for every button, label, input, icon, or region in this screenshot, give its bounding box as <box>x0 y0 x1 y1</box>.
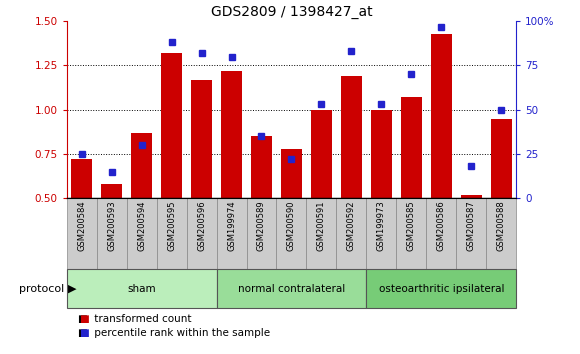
Text: GSM200584: GSM200584 <box>77 200 86 251</box>
Bar <box>371 110 392 198</box>
Text: GSM200594: GSM200594 <box>137 200 146 251</box>
Bar <box>396 198 426 269</box>
Text: sham: sham <box>127 284 156 293</box>
Text: normal contralateral: normal contralateral <box>238 284 345 293</box>
Bar <box>367 269 516 308</box>
Text: ■  percentile rank within the sample: ■ percentile rank within the sample <box>78 328 270 338</box>
Bar <box>71 159 92 198</box>
Text: GSM199974: GSM199974 <box>227 200 236 251</box>
Bar <box>461 195 482 198</box>
Text: GSM200591: GSM200591 <box>317 200 326 251</box>
Bar <box>426 198 456 269</box>
Bar <box>157 198 187 269</box>
Text: GSM200595: GSM200595 <box>167 200 176 251</box>
Text: GSM200596: GSM200596 <box>197 200 206 251</box>
Bar <box>216 269 367 308</box>
Text: ■: ■ <box>79 328 89 338</box>
Title: GDS2809 / 1398427_at: GDS2809 / 1398427_at <box>211 5 372 19</box>
Bar <box>306 198 336 269</box>
Bar <box>456 198 486 269</box>
Bar <box>491 119 512 198</box>
Text: protocol: protocol <box>19 284 64 293</box>
Bar <box>311 110 332 198</box>
Text: GSM200588: GSM200588 <box>496 200 506 251</box>
Bar <box>67 198 97 269</box>
Bar <box>281 149 302 198</box>
Text: GSM200590: GSM200590 <box>287 200 296 251</box>
Bar <box>367 198 396 269</box>
Text: GSM199973: GSM199973 <box>377 200 386 251</box>
Bar <box>251 136 272 198</box>
Bar <box>431 34 452 198</box>
Bar <box>191 80 212 198</box>
Bar <box>277 198 306 269</box>
Bar <box>131 133 152 198</box>
Text: GSM200589: GSM200589 <box>257 200 266 251</box>
Text: GSM200587: GSM200587 <box>467 200 476 251</box>
Text: ■  transformed count: ■ transformed count <box>78 314 192 324</box>
Bar <box>67 269 216 308</box>
Text: ■: ■ <box>79 314 89 324</box>
Bar <box>187 198 216 269</box>
Bar <box>341 76 362 198</box>
Text: GSM200586: GSM200586 <box>437 200 446 251</box>
Bar <box>161 53 182 198</box>
Bar <box>246 198 277 269</box>
Bar <box>486 198 516 269</box>
Bar <box>101 184 122 198</box>
Text: GSM200593: GSM200593 <box>107 200 116 251</box>
Text: GSM200585: GSM200585 <box>407 200 416 251</box>
Bar <box>126 198 157 269</box>
Bar <box>216 198 246 269</box>
Bar <box>401 97 422 198</box>
Bar <box>336 198 367 269</box>
Bar <box>97 198 126 269</box>
Text: osteoarthritic ipsilateral: osteoarthritic ipsilateral <box>379 284 504 293</box>
Bar <box>221 71 242 198</box>
Text: ▶: ▶ <box>68 284 77 293</box>
Text: GSM200592: GSM200592 <box>347 200 356 251</box>
